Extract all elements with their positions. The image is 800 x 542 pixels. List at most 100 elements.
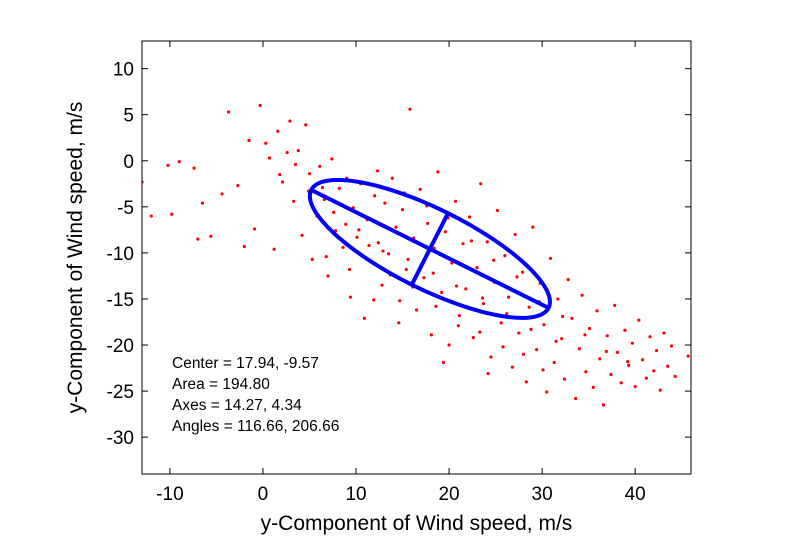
data-point [192, 166, 196, 170]
data-point [505, 312, 509, 316]
data-point [166, 163, 170, 167]
x-tick-label: 40 [625, 484, 646, 505]
data-point [495, 208, 500, 213]
data-point [394, 225, 398, 229]
plot-frame [141, 40, 692, 475]
data-point [324, 254, 328, 259]
data-point [440, 290, 444, 295]
data-point [626, 360, 630, 364]
y-tick-label: -25 [107, 382, 134, 403]
data-point [226, 110, 231, 114]
data-point [431, 271, 435, 275]
data-point [177, 160, 181, 164]
data-point [587, 326, 592, 331]
data-point [443, 230, 447, 234]
y-tick-label: 0 [123, 152, 134, 173]
data-point [300, 233, 304, 237]
data-point [267, 156, 272, 160]
y-tick-label: -10 [107, 244, 134, 265]
minor-axis-line [409, 212, 450, 286]
data-point [408, 107, 412, 111]
data-point [507, 295, 511, 299]
data-point [501, 345, 505, 349]
data-point [293, 162, 298, 167]
data-point [467, 215, 472, 219]
data-point [481, 301, 486, 306]
data-point [499, 321, 503, 325]
data-point [320, 185, 325, 190]
x-tick-label: 0 [258, 484, 269, 505]
data-point [272, 247, 276, 251]
data-point [503, 254, 507, 258]
data-point [236, 184, 240, 188]
data-point [595, 309, 599, 313]
y-tick-label: 10 [113, 60, 134, 81]
y-tick-label: -15 [107, 290, 134, 311]
y-axis-ticks: 10 5 0 -5 -10 -15 -20 -25 -30 [107, 60, 691, 449]
data-point [630, 341, 634, 345]
data-point [196, 237, 200, 241]
data-point [296, 149, 300, 153]
data-point [400, 207, 405, 212]
annotation-angles: Angles = 116.66, 206.66 [172, 418, 339, 435]
data-point [521, 352, 526, 356]
data-point [276, 129, 280, 133]
y-axis-label: y-Component of Wind speed, m/s [64, 102, 87, 414]
data-point [337, 186, 341, 191]
data-point [390, 176, 394, 180]
data-point [478, 330, 482, 334]
x-tick-label: 10 [345, 484, 366, 505]
data-point [574, 396, 578, 401]
data-point [247, 138, 251, 143]
annotation-area: Area = 194.80 [172, 376, 270, 393]
data-point [380, 283, 384, 287]
data-point [367, 243, 371, 248]
data-point [357, 228, 361, 232]
data-point [422, 276, 426, 280]
data-point [485, 240, 489, 244]
data-point [456, 324, 460, 328]
data-point [527, 305, 531, 309]
data-point [418, 187, 422, 191]
data-point [288, 119, 292, 123]
data-point [615, 350, 620, 354]
data-point [372, 298, 376, 302]
data-point [637, 318, 641, 322]
annotation-center: Center = 17.94, -9.57 [172, 355, 319, 372]
data-point [414, 308, 419, 312]
data-point [373, 194, 377, 198]
y-tick-label: 5 [123, 106, 134, 127]
x-tick-label: 20 [438, 484, 459, 505]
data-point [513, 232, 517, 237]
ellipse-layer [307, 177, 552, 320]
y-tick-label: -5 [117, 198, 134, 219]
data-point [475, 266, 479, 270]
data-point [554, 339, 558, 343]
data-point [461, 242, 465, 246]
data-point [469, 239, 473, 243]
data-point [426, 221, 430, 226]
data-point [591, 385, 595, 389]
data-point [383, 201, 387, 205]
data-point [560, 336, 564, 341]
data-point [604, 349, 608, 354]
data-point [441, 360, 446, 365]
data-point [429, 333, 433, 337]
data-point [580, 293, 584, 297]
data-point [583, 333, 587, 337]
data-point [613, 303, 617, 308]
data-point [520, 270, 525, 274]
data-point [242, 244, 246, 249]
data-point [386, 252, 391, 256]
data-point [310, 257, 314, 261]
data-point [464, 287, 468, 291]
data-point [398, 299, 402, 303]
data-point [623, 328, 627, 332]
data-point [654, 348, 659, 353]
data-point [510, 365, 514, 369]
data-point [209, 234, 213, 238]
data-point [200, 201, 205, 205]
data-point [406, 257, 410, 261]
x-axis-ticks: -10 0 10 20 30 40 [156, 41, 646, 505]
data-point [471, 336, 475, 340]
